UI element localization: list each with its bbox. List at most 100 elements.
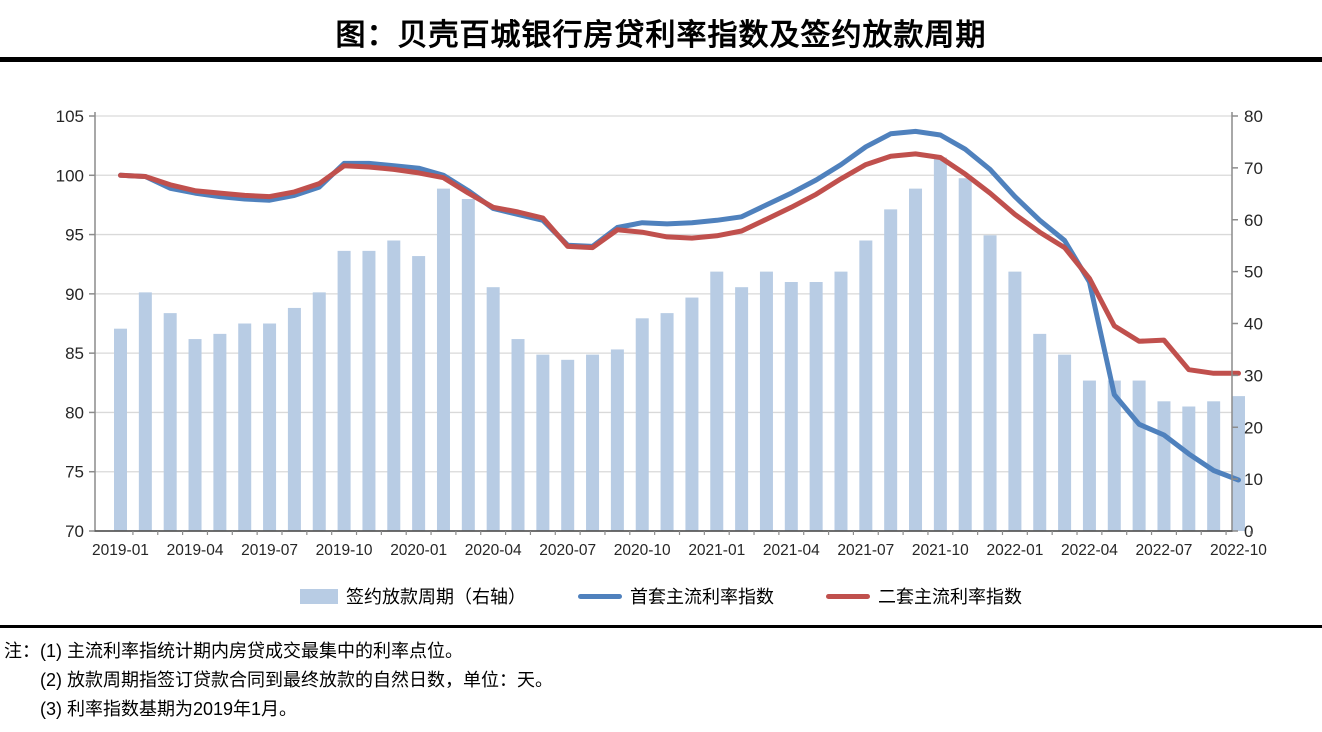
bar bbox=[461, 199, 475, 531]
chart-notes: 注： (1) 主流利率指统计期内房贷成交最集中的利率点位。 (2) 放款周期指签… bbox=[4, 637, 1314, 724]
x-axis-label: 2020-10 bbox=[614, 542, 671, 559]
x-axis-label: 2019-01 bbox=[92, 542, 149, 559]
x-axis-label: 2021-01 bbox=[688, 542, 745, 559]
second-home-rate-line bbox=[118, 151, 1241, 376]
bar bbox=[1033, 333, 1047, 531]
left-axis-label: 90 bbox=[65, 285, 84, 304]
left-axis-label: 75 bbox=[65, 463, 84, 482]
right-axis-label: 70 bbox=[1244, 159, 1263, 178]
bar bbox=[859, 240, 873, 531]
right-axis-label: 30 bbox=[1244, 366, 1263, 385]
left-axis-label: 70 bbox=[65, 522, 84, 541]
bar bbox=[1058, 354, 1072, 531]
bar-swatch-icon bbox=[300, 588, 338, 604]
bar bbox=[436, 188, 450, 531]
bar bbox=[1232, 396, 1245, 531]
bar bbox=[536, 354, 550, 531]
right-axis-label: 0 bbox=[1244, 522, 1253, 541]
bar bbox=[412, 256, 426, 531]
x-axis-label: 2022-04 bbox=[1061, 542, 1118, 559]
bar bbox=[735, 287, 749, 531]
bar bbox=[635, 318, 649, 531]
bar bbox=[238, 323, 252, 531]
x-axis-label: 2019-07 bbox=[241, 542, 298, 559]
bar bbox=[561, 359, 575, 531]
legend-label-second-home: 二套主流利率指数 bbox=[878, 587, 1022, 607]
legend-item-first-home: 首套主流利率指数 bbox=[578, 583, 774, 609]
bar bbox=[387, 240, 401, 531]
bar bbox=[1008, 271, 1022, 531]
bar bbox=[1157, 401, 1171, 531]
bar bbox=[710, 271, 724, 531]
note-line-3: (3) 利率指数基期为2019年1月。 bbox=[4, 695, 1314, 724]
bar bbox=[1082, 380, 1096, 531]
x-axis-label: 2019-04 bbox=[167, 542, 224, 559]
note-text-2: (2) 放款周期指签订贷款合同到最终放款的自然日数，单位：天。 bbox=[40, 670, 553, 690]
x-axis-label: 2022-07 bbox=[1136, 542, 1193, 559]
bar bbox=[188, 339, 202, 531]
bar bbox=[1132, 380, 1146, 531]
note-line-2: (2) 放款周期指签订贷款合同到最终放款的自然日数，单位：天。 bbox=[4, 666, 1314, 695]
right-axis-label: 50 bbox=[1244, 263, 1263, 282]
bar bbox=[759, 271, 773, 531]
bar bbox=[213, 333, 227, 531]
bar bbox=[1182, 406, 1196, 531]
bar bbox=[685, 297, 699, 531]
combo-chart: 70 75 80 85 90 95 100 105 0 10 20 30 40 50 60 70 80 2019-… bbox=[56, 107, 1268, 559]
left-axis-label: 105 bbox=[56, 107, 84, 126]
right-axis-label: 20 bbox=[1244, 418, 1263, 437]
left-axis-label: 100 bbox=[56, 166, 84, 185]
right-axis-label: 60 bbox=[1244, 211, 1263, 230]
bar bbox=[958, 178, 972, 531]
legend-item-loan-cycle: 签约放款周期（右轴） bbox=[300, 583, 526, 609]
x-axis-label: 2022-01 bbox=[986, 542, 1043, 559]
bar bbox=[114, 328, 127, 531]
bar bbox=[312, 292, 326, 531]
x-axis-label: 2020-04 bbox=[465, 542, 522, 559]
first-home-rate-line bbox=[118, 128, 1241, 483]
bar bbox=[511, 339, 525, 531]
left-axis-label: 85 bbox=[65, 344, 84, 363]
note-line-1: 注： (1) 主流利率指统计期内房贷成交最集中的利率点位。 bbox=[4, 637, 1314, 666]
page-title: 图：贝壳百城银行房贷利率指数及签约放款周期 bbox=[335, 19, 987, 52]
legend-item-second-home: 二套主流利率指数 bbox=[826, 583, 1022, 609]
right-axis-label: 40 bbox=[1244, 315, 1263, 334]
blue-line-swatch-icon bbox=[578, 593, 622, 599]
right-axis-label: 80 bbox=[1244, 107, 1263, 126]
right-axis-label: 10 bbox=[1244, 470, 1263, 489]
bar bbox=[1207, 401, 1221, 531]
bar bbox=[287, 307, 301, 531]
bar bbox=[610, 349, 624, 531]
x-axis-label: 2021-07 bbox=[837, 542, 894, 559]
x-axis-label: 2022-10 bbox=[1210, 542, 1267, 559]
note-text-3: (3) 利率指数基期为2019年1月。 bbox=[40, 699, 298, 719]
red-line-swatch-icon bbox=[826, 593, 870, 599]
title-divider bbox=[0, 57, 1322, 62]
left-axis-label: 95 bbox=[65, 226, 84, 245]
bar bbox=[138, 292, 152, 531]
bar bbox=[784, 282, 798, 531]
chart-legend: 签约放款周期（右轴） 首套主流利率指数 二套主流利率指数 bbox=[0, 583, 1322, 609]
note-prefix: 注： bbox=[4, 641, 40, 661]
bar bbox=[163, 313, 177, 531]
bar bbox=[809, 282, 823, 531]
bar bbox=[337, 250, 351, 531]
bar bbox=[909, 188, 923, 531]
bar bbox=[933, 157, 947, 531]
bar bbox=[660, 313, 674, 531]
bar bbox=[983, 235, 997, 531]
x-axis-label: 2021-04 bbox=[763, 542, 820, 559]
left-axis-label: 80 bbox=[65, 403, 84, 422]
bar bbox=[362, 250, 376, 531]
notes-divider bbox=[0, 625, 1322, 628]
note-text-1: (1) 主流利率指统计期内房贷成交最集中的利率点位。 bbox=[40, 641, 463, 661]
x-axis-label: 2020-07 bbox=[539, 542, 596, 559]
bar bbox=[1107, 380, 1121, 531]
x-axis-label: 2020-01 bbox=[390, 542, 447, 559]
bar bbox=[834, 271, 848, 531]
bar bbox=[586, 354, 600, 531]
x-axis-label: 2021-10 bbox=[912, 542, 969, 559]
x-axis-label: 2019-10 bbox=[316, 542, 373, 559]
bar bbox=[486, 287, 500, 531]
bar bbox=[884, 209, 898, 531]
